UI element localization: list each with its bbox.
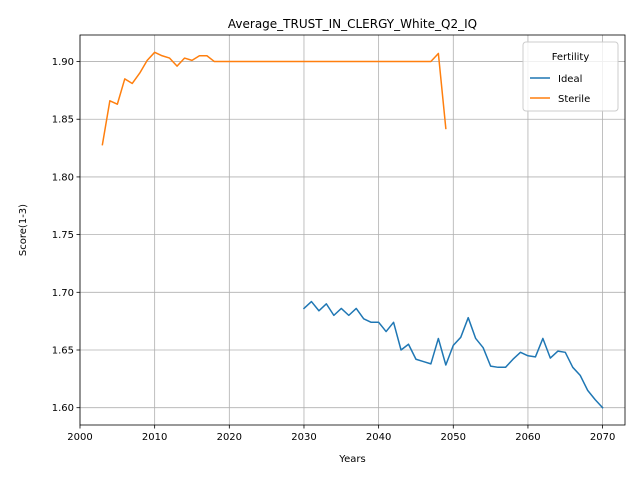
y-tick-label: 1.80 <box>52 172 74 183</box>
x-tick-label: 2060 <box>515 432 540 443</box>
x-tick-label: 2000 <box>67 432 92 443</box>
x-axis-label: Years <box>338 454 365 465</box>
x-tick-label: 2030 <box>291 432 316 443</box>
legend-title: Fertility <box>552 52 590 63</box>
y-tick-label: 1.65 <box>52 346 74 357</box>
x-axis: 2000 2010 2020 2030 2040 2050 2060 2070 <box>67 425 615 443</box>
y-axis-label: Score(1-3) <box>18 204 29 256</box>
x-tick-label: 2070 <box>590 432 615 443</box>
series-line-ideal <box>302 300 604 409</box>
legend-label-sterile: Sterile <box>558 94 590 105</box>
x-tick-label: 2050 <box>441 432 466 443</box>
y-axis: 1.60 1.65 1.70 1.75 1.80 1.85 1.90 <box>52 57 80 414</box>
legend-label-ideal: Ideal <box>558 74 582 85</box>
chart-title: Average_TRUST_IN_CLERGY_White_Q2_IQ <box>228 17 477 31</box>
x-tick-label: 2010 <box>142 432 167 443</box>
series-line-sterile <box>101 51 447 146</box>
y-tick-label: 1.75 <box>52 230 74 241</box>
y-tick-label: 1.85 <box>52 115 74 126</box>
x-tick-label: 2020 <box>217 432 242 443</box>
y-tick-label: 1.70 <box>52 288 74 299</box>
grid <box>79 35 625 425</box>
legend-box <box>522 41 619 112</box>
legend: Fertility Ideal Sterile <box>522 41 619 112</box>
series-lines <box>101 51 604 409</box>
y-tick-label: 1.90 <box>52 57 74 68</box>
plot-frame <box>79 34 626 426</box>
x-tick-label: 2040 <box>366 432 391 443</box>
y-tick-label: 1.60 <box>52 403 74 414</box>
